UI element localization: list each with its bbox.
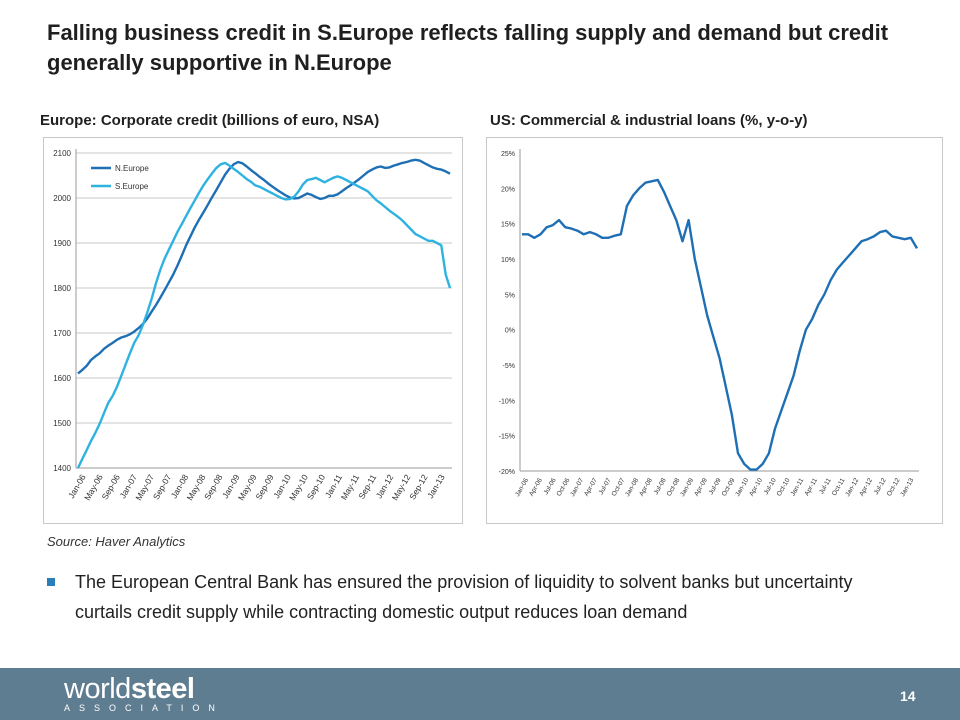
y-tick-label: 1500 [53,419,71,428]
series-line-us-loans [522,178,919,471]
x-tick-label: Apr-07 [583,477,599,498]
y-tick-label: -20% [499,469,515,476]
us-loans-chart-panel: -20% -15% -10% -5% 0% 5% 10% 15% 20% 25% Jan-06 Apr… [486,137,943,524]
europe-credit-chart-panel: 1400 1500 1600 1700 1800 1900 2000 2100 Jan-06 Ma… [43,137,463,524]
y-tick-label: -15% [499,434,515,441]
y-tick-label: 1900 [53,239,71,248]
bullet-marker [47,578,55,586]
us-loans-chart: -20%-15%-10%-5%0%5%10%15%20%25%Jan-06Apr… [499,149,919,498]
y-tick-label: 0% [505,328,515,335]
y-tick-label: 1800 [53,284,71,293]
y-tick-label: -10% [499,398,515,405]
x-tick-label: Apr-09 [693,477,709,498]
y-tick-label: 1600 [53,374,71,383]
x-tick-label: Apr-10 [748,477,764,498]
logo-word-bold: steel [130,673,195,705]
logo-wordmark: worldsteel [64,674,224,704]
europe-chart-title: Europe: Corporate credit (billions of eu… [40,112,380,129]
slide-title: Falling business credit in S.Europe refl… [47,20,889,75]
series-line-s-europe [76,161,452,469]
y-tick-label: 20% [501,186,515,193]
x-tick-label: Apr-11 [803,477,819,497]
us-chart-title: US: Commercial & industrial loans (%, y-… [490,112,808,129]
logo-subtitle: ASSOCIATION [64,703,224,713]
worldsteel-logo: worldsteel ASSOCIATION [64,674,224,713]
y-tick-label: 2100 [53,149,71,158]
y-tick-label: 25% [501,151,515,158]
legend-label: N.Europe [115,164,149,173]
europe-credit-chart: 14001500160017001800190020002100Jan-06Ma… [53,149,452,502]
y-tick-label: 10% [501,257,515,264]
x-tick-label: Jan-13 [899,477,915,498]
page-number: 14 [900,688,916,704]
legend-label: S.Europe [115,182,149,191]
y-tick-label: 2000 [53,194,71,203]
y-tick-label: 5% [505,292,515,299]
source-note: Source: Haver Analytics [47,534,186,549]
logo-word-light: world [64,673,131,705]
bullet-text: The European Central Bank has ensured th… [75,572,853,622]
y-tick-label: 1700 [53,329,71,338]
x-tick-label: Jan-13 [425,472,447,500]
x-tick-label: Apr-06 [528,477,544,498]
series-line-n-europe [77,158,451,375]
y-tick-label: 15% [501,222,515,229]
y-tick-label: 1400 [53,464,71,473]
y-tick-label: -5% [503,363,515,370]
x-tick-label: Apr-12 [858,477,874,498]
x-tick-label: Apr-08 [638,477,654,498]
footer-bar: worldsteel ASSOCIATION 14 [0,668,960,720]
bullet-point: The European Central Bank has ensured th… [47,567,907,627]
